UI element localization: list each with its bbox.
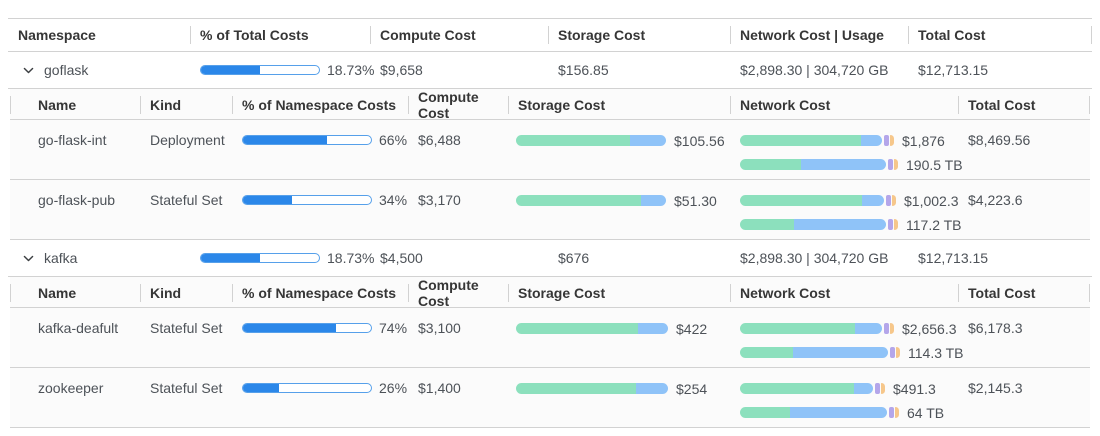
network-usage-bar — [740, 219, 898, 230]
storage-cost-value: $254 — [676, 380, 708, 397]
namespace-row-kafka[interactable]: kafka 18.73% $4,500 $676 $2,898.30 | 304… — [8, 240, 1092, 277]
pct-total-value: 18.73% — [327, 62, 375, 78]
network-usage-bar — [740, 407, 899, 418]
col-header-pct-total[interactable]: % of Total Costs — [190, 19, 370, 51]
sub-col-compute[interactable]: Compute Cost — [408, 277, 508, 309]
workload-compute-cost: $3,170 — [418, 192, 461, 208]
sub-col-network[interactable]: Network Cost — [730, 89, 958, 121]
chevron-down-icon[interactable] — [22, 64, 35, 77]
pct-total-bar — [200, 253, 320, 263]
workload-row-zookeeper[interactable]: zookeeper Stateful Set 26% $1,400 $254 — [10, 368, 1090, 428]
sub-col-kind[interactable]: Kind — [140, 277, 232, 309]
sub-col-compute[interactable]: Compute Cost — [408, 89, 508, 121]
compute-cost-value: $9,658 — [380, 62, 423, 78]
network-cost-value: $1,002.3 — [904, 192, 959, 209]
workload-total-cost: $4,223.6 — [968, 192, 1023, 208]
workload-kind: Deployment — [150, 132, 225, 148]
compute-cost-value: $4,500 — [380, 250, 423, 266]
network-cost-usage-value: $2,898.30 | 304,720 GB — [740, 250, 889, 266]
workload-compute-cost: $3,100 — [418, 320, 461, 336]
storage-cost-bar — [516, 383, 668, 394]
network-cost-value: $1,876 — [902, 132, 945, 149]
pct-namespace-bar — [242, 323, 372, 333]
workload-name: go-flask-pub — [38, 192, 116, 208]
storage-cost-value: $156.85 — [558, 62, 609, 78]
network-usage-value: 117.2 TB — [906, 216, 962, 233]
col-header-total[interactable]: Total Cost — [908, 19, 1092, 51]
col-header-namespace[interactable]: Namespace — [18, 27, 96, 43]
pct-namespace-value: 26% — [379, 380, 408, 396]
network-cost-bar — [740, 195, 896, 206]
workload-row-go-flask-pub[interactable]: go-flask-pub Stateful Set 34% $3,170 $51… — [10, 180, 1090, 240]
namespace-name: goflask — [44, 62, 89, 78]
sub-col-storage[interactable]: Storage Cost — [508, 89, 730, 121]
main-header-row: Namespace % of Total Costs Compute Cost … — [8, 19, 1092, 52]
pct-total-value: 18.73% — [327, 250, 375, 266]
sub-header-row: Name Kind % of Namespace Costs Compute C… — [10, 277, 1090, 309]
pct-namespace-value: 34% — [379, 192, 408, 208]
pct-namespace-value: 66% — [379, 132, 408, 148]
network-cost-usage-value: $2,898.30 | 304,720 GB — [740, 62, 889, 78]
network-usage-value: 190.5 TB — [906, 156, 963, 173]
pct-total-bar — [200, 65, 320, 75]
network-cost-bar — [740, 383, 885, 394]
total-cost-value: $12,713.15 — [918, 250, 989, 266]
workload-row-kafka-deafult[interactable]: kafka-deafult Stateful Set 74% $3,100 $4… — [10, 308, 1090, 368]
namespace-name: kafka — [44, 250, 78, 266]
pct-namespace-bar — [242, 135, 372, 145]
network-cost-value: $491.3 — [893, 380, 936, 397]
pct-namespace-bar — [242, 383, 372, 393]
storage-cost-value: $676 — [558, 250, 590, 266]
workload-kind: Stateful Set — [150, 320, 223, 336]
workload-kind: Stateful Set — [150, 192, 223, 208]
workload-name: zookeeper — [38, 380, 104, 396]
sub-col-storage[interactable]: Storage Cost — [508, 277, 730, 309]
workload-compute-cost: $1,400 — [418, 380, 461, 396]
network-usage-value: 64 TB — [907, 404, 945, 421]
namespace-cost-table: Namespace % of Total Costs Compute Cost … — [8, 18, 1092, 428]
total-cost-value: $12,713.15 — [918, 62, 989, 78]
pct-namespace-bar — [242, 195, 372, 205]
storage-cost-value: $422 — [676, 320, 708, 337]
sub-col-kind[interactable]: Kind — [140, 89, 232, 121]
storage-cost-bar — [516, 323, 668, 334]
network-cost-bar — [740, 135, 894, 146]
pct-namespace-value: 74% — [379, 320, 408, 336]
sub-col-name[interactable]: Name — [10, 89, 140, 121]
storage-cost-bar — [516, 135, 666, 146]
col-header-compute[interactable]: Compute Cost — [370, 19, 548, 51]
workload-kind: Stateful Set — [150, 380, 223, 396]
sub-col-pct-namespace[interactable]: % of Namespace Costs — [232, 89, 408, 121]
col-header-storage[interactable]: Storage Cost — [548, 19, 730, 51]
workload-subtable-kafka: Name Kind % of Namespace Costs Compute C… — [10, 277, 1090, 428]
storage-cost-value: $51.30 — [674, 192, 717, 209]
network-cost-value: $2,656.3 — [902, 320, 957, 337]
workload-name: kafka-deafult — [38, 320, 119, 336]
sub-col-total[interactable]: Total Cost — [958, 89, 1090, 121]
sub-col-name[interactable]: Name — [10, 277, 140, 309]
network-usage-bar — [740, 159, 898, 170]
storage-cost-value: $105.56 — [674, 132, 725, 149]
col-header-network[interactable]: Network Cost | Usage — [730, 19, 908, 51]
sub-header-row: Name Kind % of Namespace Costs Compute C… — [10, 89, 1090, 121]
sub-col-pct-namespace[interactable]: % of Namespace Costs — [232, 277, 408, 309]
workload-subtable-goflask: Name Kind % of Namespace Costs Compute C… — [10, 89, 1090, 240]
chevron-down-icon[interactable] — [22, 252, 35, 265]
network-cost-bar — [740, 323, 894, 334]
workload-total-cost: $6,178.3 — [968, 320, 1023, 336]
network-usage-bar — [740, 347, 900, 358]
namespace-row-goflask[interactable]: goflask 18.73% $9,658 $156.85 $2,898.30 … — [8, 52, 1092, 89]
storage-cost-bar — [516, 195, 666, 206]
workload-name: go-flask-int — [38, 132, 107, 148]
workload-compute-cost: $6,488 — [418, 132, 461, 148]
sub-col-network[interactable]: Network Cost — [730, 277, 958, 309]
network-usage-value: 114.3 TB — [908, 344, 964, 361]
workload-row-go-flask-int[interactable]: go-flask-int Deployment 66% $6,488 $105.… — [10, 120, 1090, 180]
workload-total-cost: $2,145.3 — [968, 380, 1023, 396]
workload-total-cost: $8,469.56 — [968, 132, 1031, 148]
sub-col-total[interactable]: Total Cost — [958, 277, 1090, 309]
